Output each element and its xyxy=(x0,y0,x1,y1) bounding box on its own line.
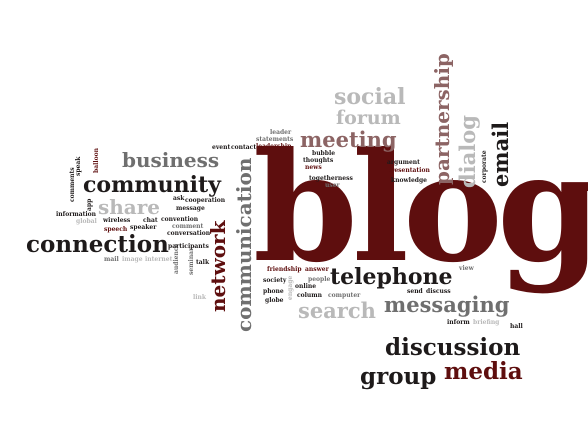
word-engage: engage xyxy=(287,275,294,300)
word-thoughts: thoughts xyxy=(303,157,334,164)
word-convention: convention xyxy=(161,216,199,223)
word-speak: speak xyxy=(75,156,82,176)
word-people: people xyxy=(308,276,331,283)
word-share: share xyxy=(98,195,161,219)
word-chat: chat xyxy=(143,217,158,224)
word-blog: blog xyxy=(253,120,588,296)
word-email: email xyxy=(488,121,513,187)
word-send: send xyxy=(407,288,423,295)
word-link: link xyxy=(193,294,207,301)
word-news: news xyxy=(305,164,322,171)
word-meeting: meeting xyxy=(300,127,397,152)
word-inform: inform xyxy=(447,319,470,326)
word-bubble: bubble xyxy=(312,150,336,157)
word-phone: phone xyxy=(263,288,284,295)
word-speaker: speaker xyxy=(130,224,157,231)
word-argument: argument xyxy=(387,159,420,166)
word-ask: ask xyxy=(173,195,185,202)
word-friendship: friendship xyxy=(267,266,302,273)
word-wireless: wireless xyxy=(103,217,131,224)
word-corporate: corporate xyxy=(481,150,488,183)
word-user: user xyxy=(325,182,340,189)
word-presentation: presentation xyxy=(387,167,430,174)
word-media: media xyxy=(444,358,523,385)
word-seminar: seminar xyxy=(188,247,195,275)
word-comment: comment xyxy=(172,223,204,230)
word-message: message xyxy=(176,205,205,212)
word-messaging: messaging xyxy=(384,292,510,317)
word-briefing: briefing xyxy=(473,319,500,326)
word-business: business xyxy=(122,148,220,172)
word-speech: speech xyxy=(104,226,128,233)
word-telephone: telephone xyxy=(330,264,453,290)
word-discuss: discuss xyxy=(426,288,451,295)
word-network: network xyxy=(206,220,230,312)
word-cooperation: cooperation xyxy=(185,197,226,204)
word-balloon: balloon xyxy=(93,147,100,173)
word-event: event xyxy=(212,144,231,151)
word-app: app xyxy=(86,198,93,211)
word-group: group xyxy=(360,363,437,390)
word-column: column xyxy=(297,292,323,299)
word-knowledge: knowledge xyxy=(391,177,427,184)
word-globe: globe xyxy=(265,297,284,304)
word-conversation: conversation xyxy=(167,230,211,237)
word-view: view xyxy=(459,265,474,272)
word-togetherness: togetherness xyxy=(309,175,353,182)
word-global: global xyxy=(76,218,97,225)
word-mail: mail xyxy=(104,256,119,263)
word-community: community xyxy=(83,172,221,198)
word-internet: internet xyxy=(145,256,173,263)
word-connection: connection xyxy=(26,231,169,258)
word-forum: forum xyxy=(336,107,401,129)
word-image: image xyxy=(122,256,143,263)
word-social: social xyxy=(334,84,406,110)
word-talk: talk xyxy=(196,259,210,266)
word-search: search xyxy=(298,298,376,323)
word-partnership: partnership xyxy=(430,53,454,185)
word-society: society xyxy=(263,277,287,284)
word-information: information xyxy=(56,211,97,218)
word-computer: computer xyxy=(328,292,361,299)
word-dialog: dialog xyxy=(455,115,480,188)
word-hall: hall xyxy=(510,323,523,330)
word-discussion: discussion xyxy=(385,334,521,361)
word-contact: contact xyxy=(231,144,257,151)
word-participants: participants xyxy=(168,243,209,250)
word-online: online xyxy=(295,283,317,290)
word-leadership: leadership xyxy=(256,143,292,150)
word-statements: statements xyxy=(256,136,294,143)
word-answer: answer xyxy=(305,266,329,273)
word-communication: communication xyxy=(232,157,256,332)
word-leader: leader xyxy=(270,129,292,136)
